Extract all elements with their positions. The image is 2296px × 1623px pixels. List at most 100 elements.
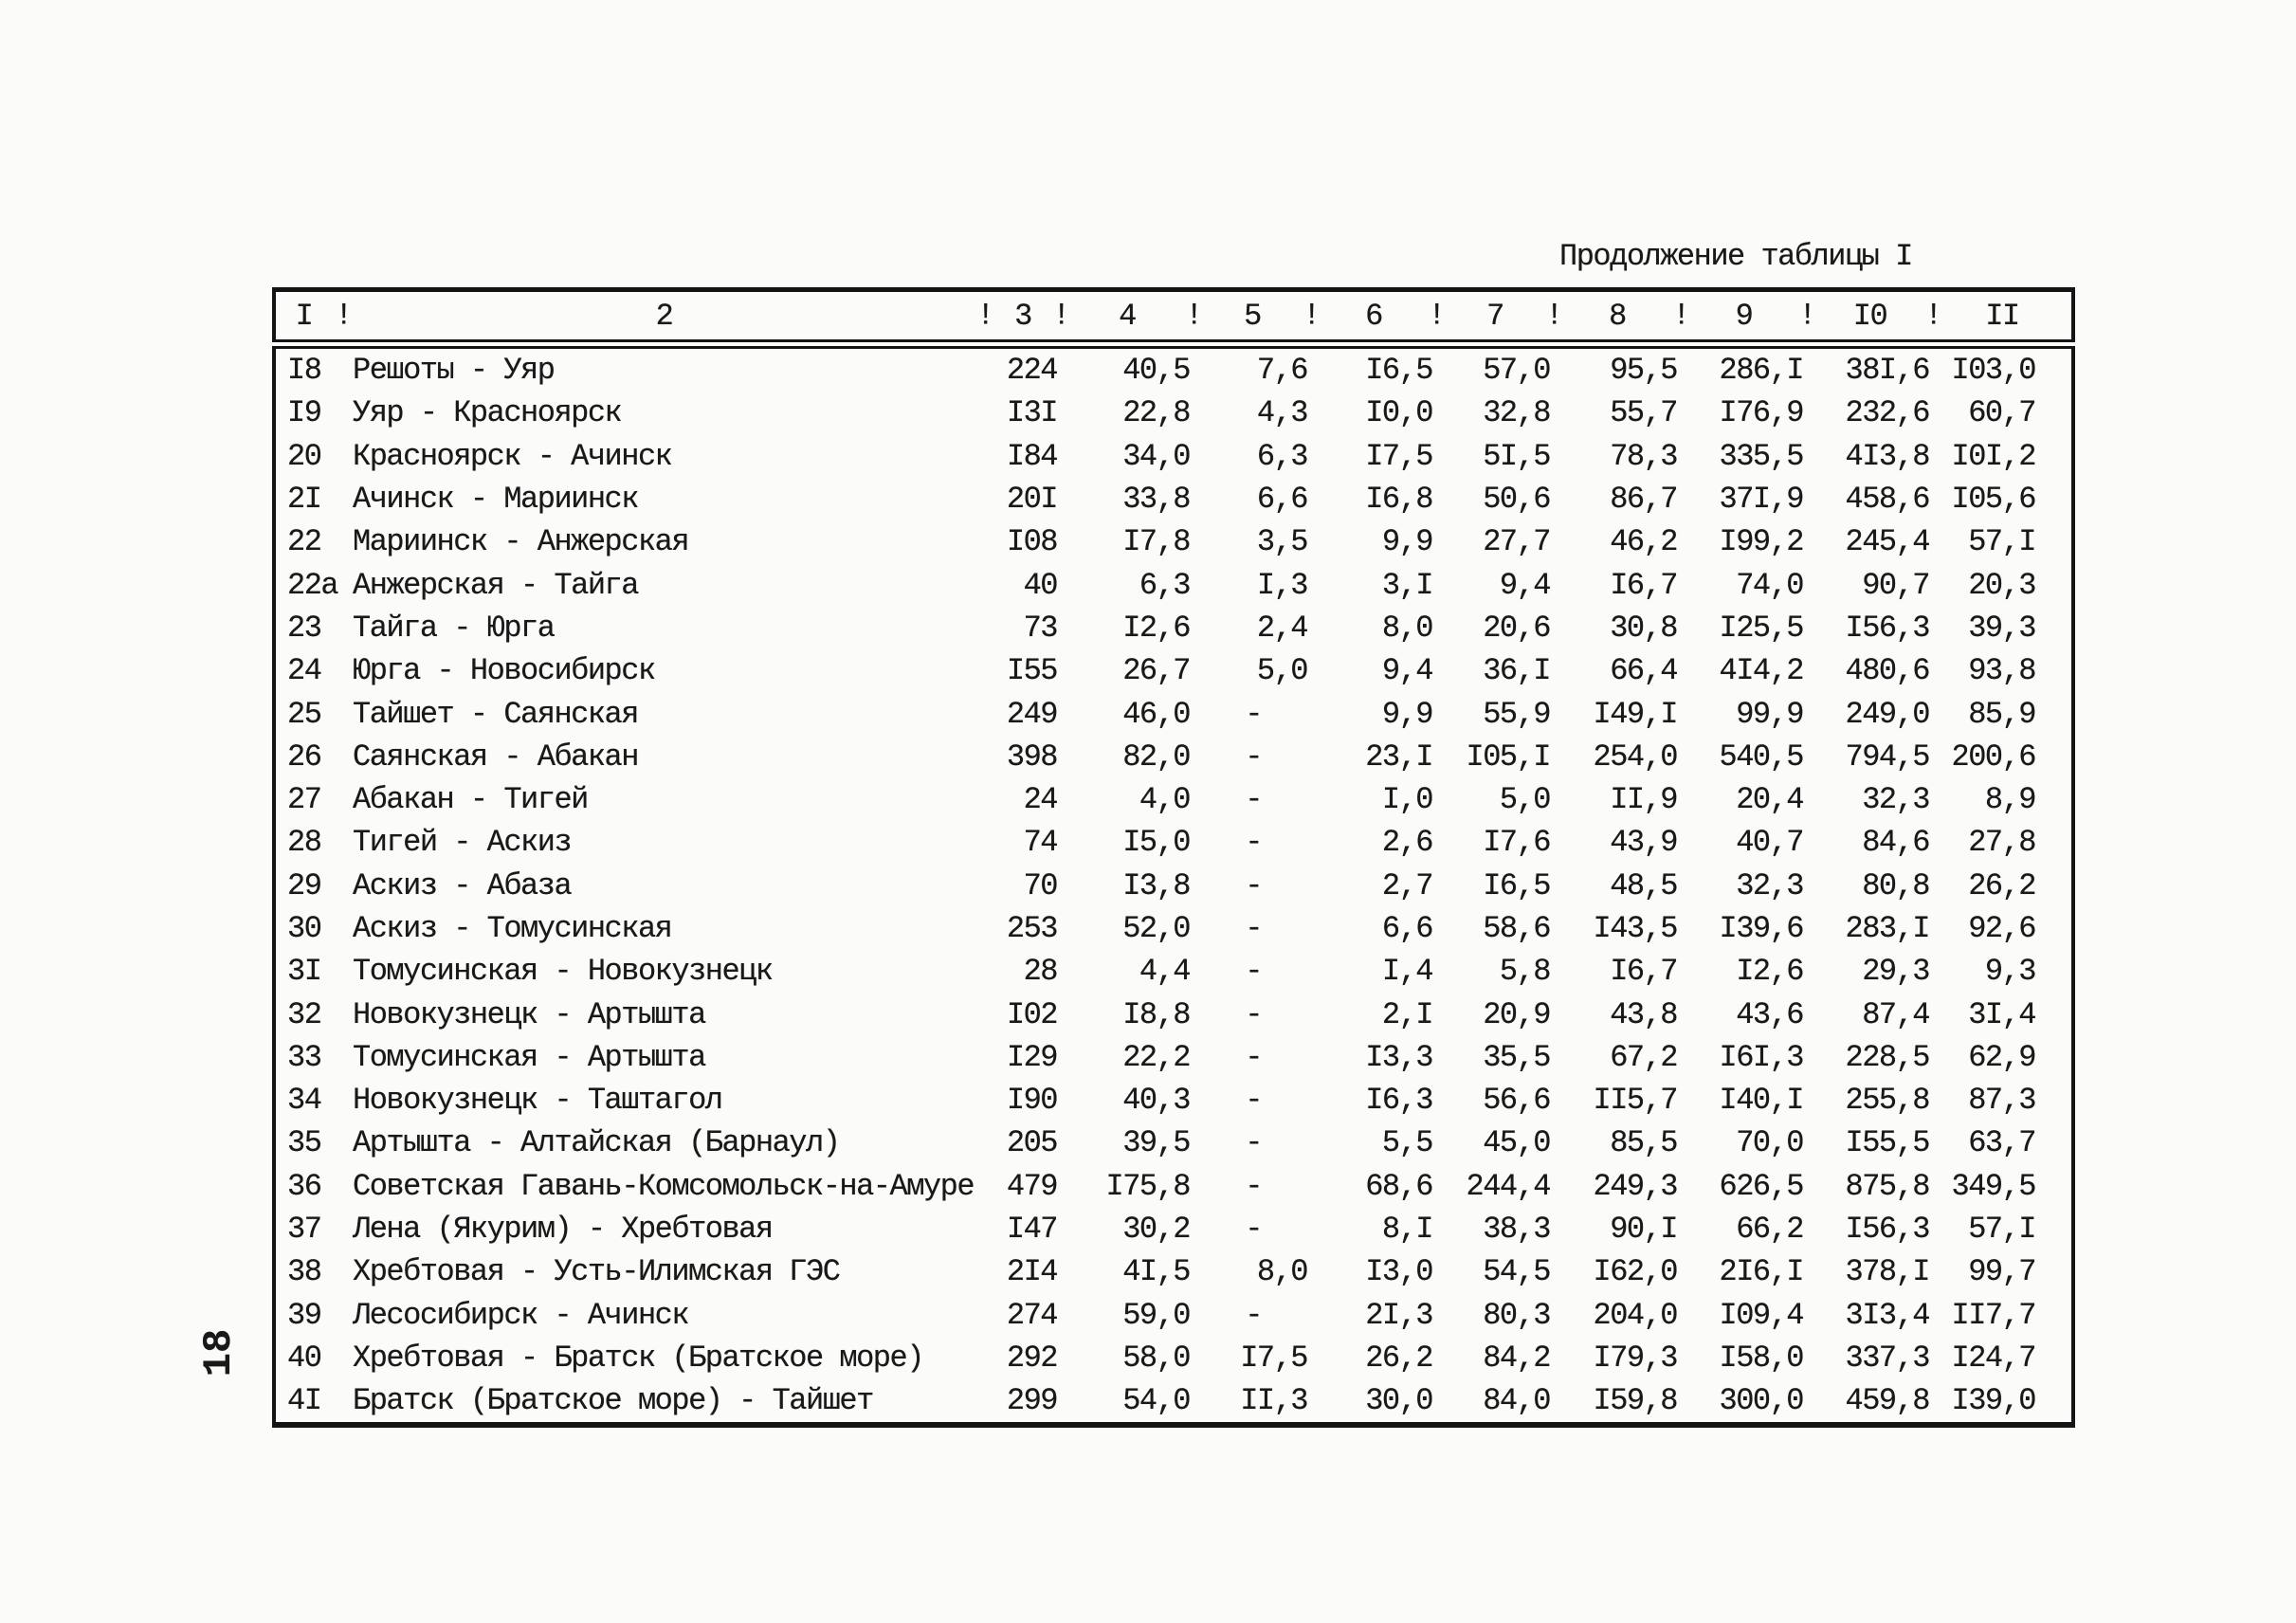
value-cell-col10: 378,I <box>1845 1254 1930 1290</box>
table-header: I! 2! 3! 4! 5! 6! 7! 8! 9! I0! II <box>274 289 2073 349</box>
table-row: 22 Мариинск - Анжерская I08 I7,8 3,5 9,9 27,7 4… <box>274 520 2073 563</box>
header-cell-col2: ! 2 <box>335 289 985 349</box>
row-number-cell: 37 <box>287 1212 322 1248</box>
value-cell-col11: 3I,4 <box>1968 996 2036 1032</box>
value-cell-col10: 38I,6 <box>1845 353 1930 389</box>
row-number-cell: 23 <box>287 610 322 646</box>
value-cell-col6: 2I,3 <box>1365 1297 1433 1333</box>
value-cell-col6: 23,I <box>1365 739 1433 775</box>
header-column-label: II <box>1985 298 2020 334</box>
section-name-cell: Новокузнецк - Таштагол <box>353 1083 723 1119</box>
value-cell-col9: 32,3 <box>1736 867 1804 903</box>
value-cell-col5: - <box>1245 1125 1263 1161</box>
value-cell-col6: 68,6 <box>1365 1168 1433 1204</box>
value-cell-col3: 24 <box>1023 782 1059 818</box>
value-cell-col8: 204,0 <box>1593 1297 1678 1333</box>
value-cell-col8: 86,7 <box>1610 482 1678 518</box>
value-cell-col10: 228,5 <box>1845 1039 1930 1075</box>
value-cell-col11: 200,6 <box>1951 739 2036 775</box>
value-cell-col7: 57,0 <box>1483 353 1551 389</box>
value-cell-col11: 20,3 <box>1968 567 2036 603</box>
header-column-label: 3 <box>1014 298 1032 334</box>
value-cell-col10: 283,I <box>1845 911 1930 946</box>
value-cell-col11: II7,7 <box>1951 1297 2036 1333</box>
section-name-cell: Мариинск - Анжерская <box>353 524 690 560</box>
row-number-cell: I9 <box>287 395 322 431</box>
value-cell-col6: 2,7 <box>1381 867 1434 903</box>
header-cell-col6: ! 6 <box>1303 289 1436 349</box>
value-cell-col5: 8,0 <box>1256 1254 1309 1290</box>
value-cell-col9: 40,7 <box>1736 825 1804 861</box>
value-cell-col3: 205 <box>1006 1125 1059 1161</box>
value-cell-col10: 458,6 <box>1845 482 1930 518</box>
table-row: 36 Советская Гавань-Комсомольск-на-Амуре 4… <box>274 1165 2073 1208</box>
value-cell-col11: 99,7 <box>1968 1254 2036 1290</box>
section-name-cell: Томусинская - Артышта <box>353 1039 706 1075</box>
value-cell-col6: 6,6 <box>1381 911 1434 946</box>
value-cell-col6: 30,0 <box>1365 1383 1433 1419</box>
value-cell-col9: I25,5 <box>1719 610 1804 646</box>
section-name-cell: Красноярск - Ачинск <box>353 438 673 474</box>
table-row: 40 Хребтовая - Братск (Братское море) 292 5… <box>274 1337 2073 1379</box>
value-cell-col3: 398 <box>1006 739 1059 775</box>
table-row: 3I Томусинская - Новокузнецк 28 4,4 - I,4 5,8 I… <box>274 950 2073 993</box>
value-cell-col7: 5,0 <box>1499 782 1552 818</box>
row-number-cell: 38 <box>287 1254 322 1290</box>
table-row: I8 Решоты - Уяр 224 40,5 7,6 I6,5 57,0 95,5 286,… <box>274 344 2073 392</box>
value-cell-col7: I7,6 <box>1483 825 1551 861</box>
value-cell-col10: 80,8 <box>1862 867 1930 903</box>
value-cell-col4: I75,8 <box>1105 1168 1191 1204</box>
value-cell-col7: 55,9 <box>1483 696 1551 732</box>
value-cell-col9: I2,6 <box>1736 954 1804 990</box>
value-cell-col3: 292 <box>1006 1340 1059 1376</box>
value-cell-col7: I05,I <box>1466 739 1551 775</box>
value-cell-col6: I0,0 <box>1365 395 1433 431</box>
value-cell-col4: I5,0 <box>1122 825 1191 861</box>
table-row: 25 Тайшет - Саянская 249 46,0 - 9,9 55,9 I49,I 9… <box>274 692 2073 735</box>
value-cell-col8: I6,7 <box>1610 954 1678 990</box>
table-row: 26 Саянская - Абакан 398 82,0 - 23,I I05,I 254,… <box>274 736 2073 778</box>
value-cell-col11: 27,8 <box>1968 825 2036 861</box>
section-name-cell: Томусинская - Новокузнецк <box>353 954 774 990</box>
value-cell-col4: 34,0 <box>1122 438 1191 474</box>
header-column-separator: ! <box>335 298 353 334</box>
value-cell-col3: 20I <box>1006 482 1059 518</box>
value-cell-col7: 50,6 <box>1483 482 1551 518</box>
value-cell-col7: 35,5 <box>1483 1039 1551 1075</box>
value-cell-col10: 480,6 <box>1845 653 1930 689</box>
value-cell-col8: 90,I <box>1610 1212 1678 1248</box>
table-continuation-title: Продолжение таблицы I <box>1559 239 1913 274</box>
value-cell-col8: 85,5 <box>1610 1125 1678 1161</box>
data-table: I! 2! 3! 4! 5! 6! 7! 8! 9! I0! II I8 Решоты - Уяр 22… <box>272 287 2075 1429</box>
header-column-separator: ! <box>1428 298 1446 334</box>
header-cell-col3: ! 3 <box>976 289 1061 349</box>
value-cell-col8: I79,3 <box>1593 1340 1678 1376</box>
value-cell-col6: 3,I <box>1381 567 1434 603</box>
row-number-cell: 36 <box>287 1168 322 1204</box>
value-cell-col4: 58,0 <box>1122 1340 1191 1376</box>
row-number-cell: 32 <box>287 996 322 1032</box>
value-cell-col11: 8,9 <box>1984 782 2037 818</box>
row-number-cell: 25 <box>287 696 322 732</box>
value-cell-col3: 249 <box>1006 696 1059 732</box>
value-cell-col5: I,3 <box>1256 567 1309 603</box>
value-cell-col8: 48,5 <box>1610 867 1678 903</box>
header-column-label: 5 <box>1244 298 1262 334</box>
value-cell-col10: 90,7 <box>1862 567 1930 603</box>
section-name-cell: Ачинск - Мариинск <box>353 482 639 518</box>
value-cell-col6: 9,4 <box>1381 653 1434 689</box>
table-row: 24 Юрга - Новосибирск I55 26,7 5,0 9,4 36,I 66,… <box>274 649 2073 692</box>
table-row: 39 Лесосибирск - Ачинск 274 59,0 - 2I,3 80,3 20… <box>274 1294 2073 1337</box>
value-cell-col8: II5,7 <box>1593 1083 1678 1119</box>
value-cell-col6: I,4 <box>1381 954 1434 990</box>
table-row: 30 Аскиз - Томусинская 253 52,0 - 6,6 58,6 I43,… <box>274 907 2073 950</box>
value-cell-col3: 28 <box>1023 954 1059 990</box>
value-cell-col11: 63,7 <box>1968 1125 2036 1161</box>
header-cell-col4: ! 4 <box>1052 289 1194 349</box>
value-cell-col10: 875,8 <box>1845 1168 1930 1204</box>
value-cell-col10: 32,3 <box>1862 782 1930 818</box>
section-name-cell: Лена (Якурим) - Хребтовая <box>353 1212 774 1248</box>
value-cell-col6: I,0 <box>1381 782 1434 818</box>
section-name-cell: Саянская - Абакан <box>353 739 639 775</box>
